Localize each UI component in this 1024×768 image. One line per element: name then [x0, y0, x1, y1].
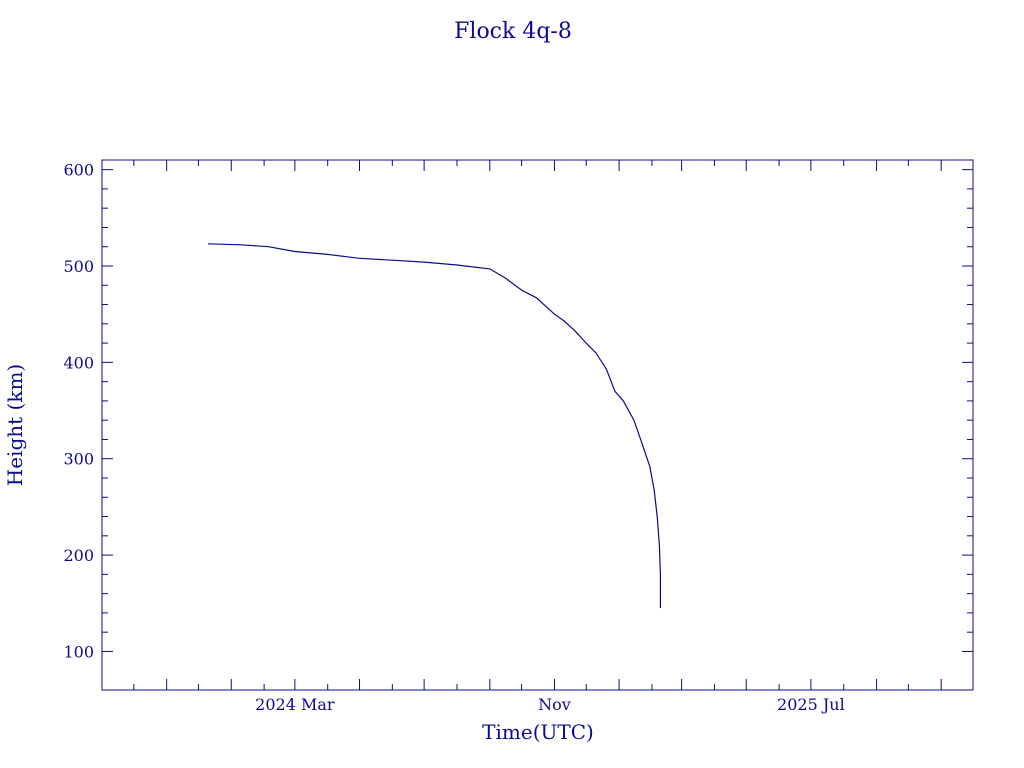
y-tick-label: 600	[63, 161, 94, 180]
y-axis-label: Height (km)	[3, 364, 27, 486]
height-series-line	[207, 243, 661, 609]
plot-area	[101, 159, 974, 691]
y-axis: 100 200 300 400 500 600	[63, 161, 973, 661]
y-tick-label: 400	[63, 353, 94, 372]
x-axis-label: Time(UTC)	[482, 720, 594, 744]
x-tick-label: 2024 Mar	[255, 695, 335, 714]
y-tick-label: 100	[63, 642, 94, 661]
y-tick-label: 200	[63, 546, 94, 565]
x-tick-label: 2025 Jul	[777, 695, 845, 714]
x-tick-label: Nov	[538, 695, 571, 714]
y-tick-label: 500	[63, 257, 94, 276]
plot-frame	[101, 159, 974, 691]
y-tick-label: 300	[63, 450, 94, 469]
chart-title: Flock 4q-8	[454, 19, 572, 44]
x-axis: 2024 Mar Nov 2025 Jul	[133, 160, 942, 714]
